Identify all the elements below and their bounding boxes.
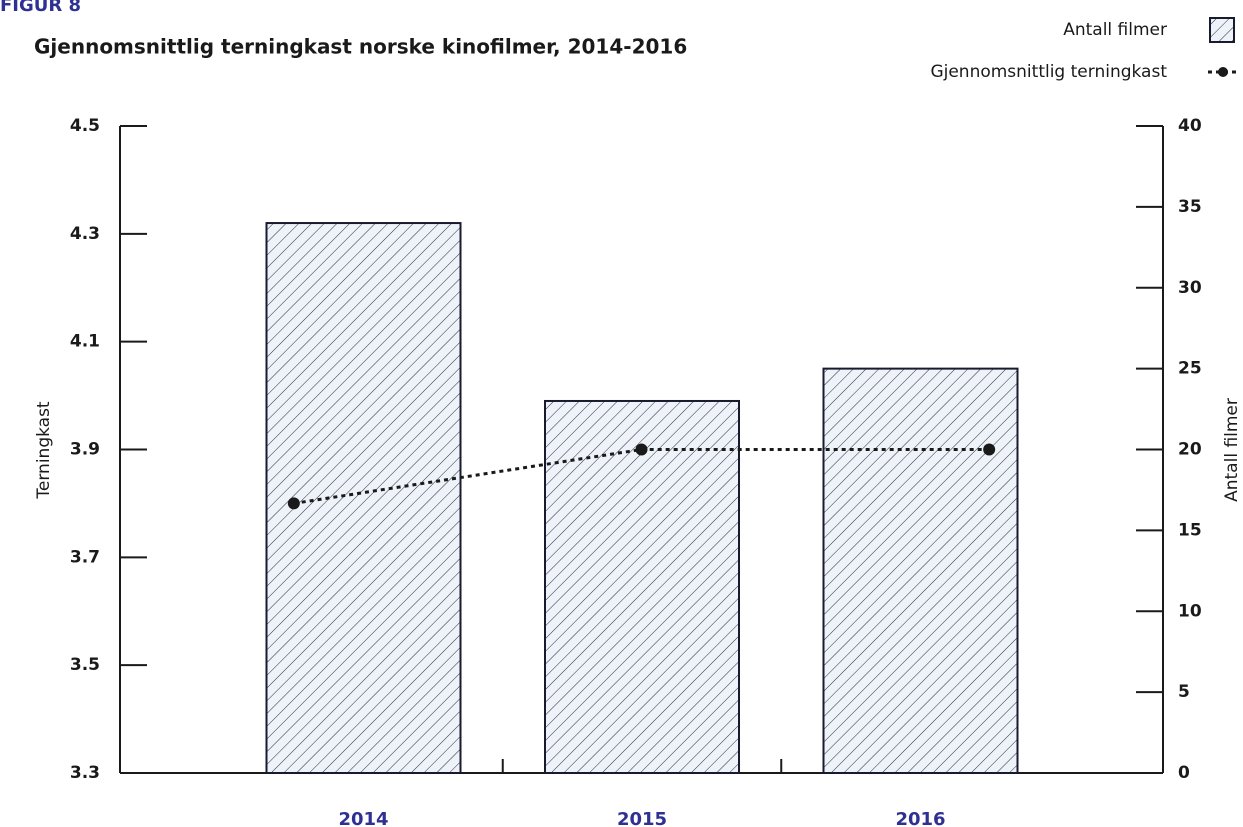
legend-swatch (1209, 17, 1235, 43)
y2-tick-label: 20 (1178, 440, 1202, 460)
x-tick-label: 2015 (617, 809, 667, 827)
y2-tick-label: 10 (1178, 601, 1202, 621)
point (635, 443, 648, 456)
y2-tick-label: 25 (1178, 359, 1202, 379)
legend-label: Antall filmer (1063, 20, 1167, 40)
x-tick-label: 2014 (338, 809, 388, 827)
figure-label: FIGUR 8 (0, 0, 81, 16)
bar (822, 367, 1019, 774)
chart-title: Gjennomsnittlig terningkast norske kinof… (34, 35, 687, 59)
y-tick-label: 4.1 (70, 332, 100, 352)
y-tick-label: 3.5 (70, 655, 100, 675)
y2-tick-label: 5 (1178, 682, 1190, 702)
y-tick-label: 3.7 (70, 547, 100, 567)
y2-tick-label: 0 (1178, 763, 1190, 783)
point (287, 497, 300, 510)
y2-axis-label: Antall filmer (1222, 398, 1242, 502)
y-axis-label: Terningkast (34, 401, 54, 500)
y-tick-label: 4.5 (70, 116, 100, 136)
y2-tick-label: 40 (1178, 116, 1202, 136)
y-tick-label: 3.3 (70, 763, 100, 783)
x-tick-label: 2016 (895, 809, 945, 827)
point (983, 443, 996, 456)
legend-label: Gjennomsnittlig terningkast (930, 62, 1167, 82)
y-tick-label: 4.3 (70, 224, 100, 244)
bar (544, 399, 740, 774)
y2-tick-label: 15 (1178, 520, 1202, 540)
bar (265, 222, 462, 775)
legend-swatch-dot (1218, 67, 1228, 77)
y2-tick-label: 35 (1178, 197, 1202, 217)
y2-tick-label: 30 (1178, 278, 1202, 298)
y-tick-label: 3.9 (70, 440, 100, 460)
